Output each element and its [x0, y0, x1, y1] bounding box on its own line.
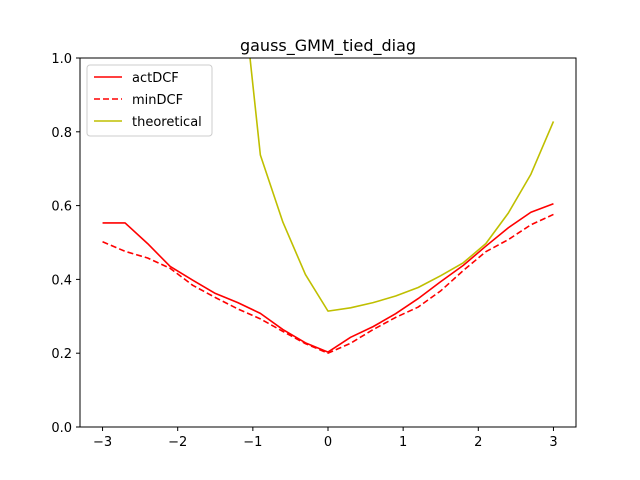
actDCF-series-line: [102, 203, 554, 353]
y-tick-label: 0.4: [51, 273, 72, 288]
legend-label-theoretical: theoretical: [132, 115, 202, 130]
x-axis: −3 −2 −1 0 1 2 3: [93, 427, 558, 450]
x-tick-label: −3: [93, 435, 112, 450]
y-tick-label: 0.8: [51, 126, 72, 141]
x-tick-label: 2: [474, 435, 482, 450]
x-tick-label: −2: [168, 435, 187, 450]
x-tick-label: −1: [243, 435, 262, 450]
series-layer: [102, 58, 555, 354]
legend-box: [86, 64, 213, 137]
x-tick-label: 3: [549, 435, 557, 450]
legend: actDCF minDCF theoretical: [86, 64, 213, 137]
y-axis: 0.0 0.2 0.4 0.6 0.8 1.0: [51, 52, 80, 436]
legend-label-actDCF: actDCF: [132, 71, 179, 86]
y-tick-label: 0.6: [51, 200, 72, 215]
y-tick-label: 0.0: [51, 421, 72, 436]
theoretical-series-line: [249, 58, 555, 312]
x-tick-label: 0: [324, 435, 332, 450]
legend-label-minDCF: minDCF: [132, 93, 183, 108]
y-tick-label: 1.0: [51, 52, 72, 67]
chart-title: gauss_GMM_tied_diag: [240, 36, 416, 56]
minDCF-series-line: [102, 213, 554, 354]
x-tick-label: 1: [399, 435, 407, 450]
y-tick-label: 0.2: [51, 347, 72, 362]
